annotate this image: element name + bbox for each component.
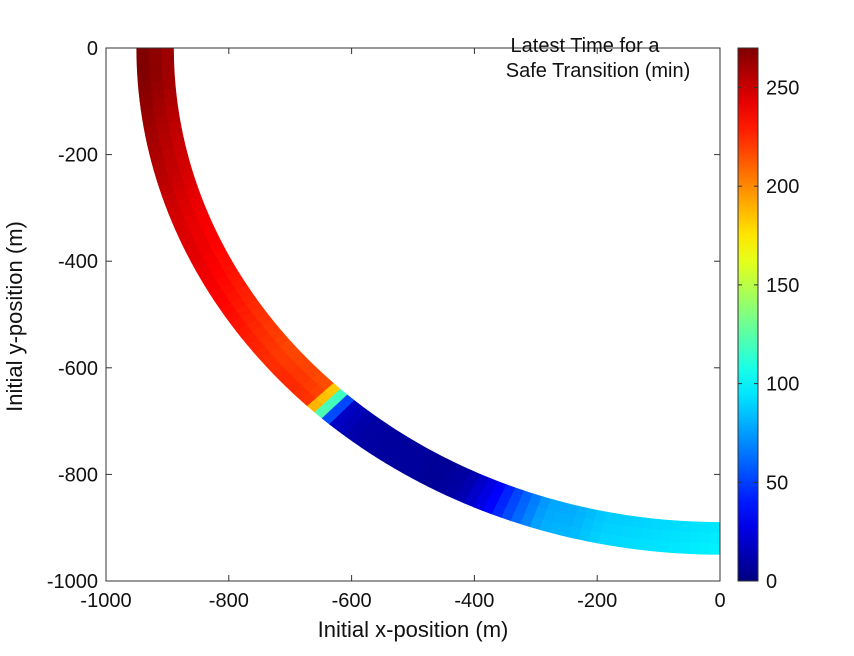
y-tick-label: 0 bbox=[87, 38, 98, 60]
y-ticks: 0 -200 -400 -600 -800 -1000 bbox=[47, 38, 720, 593]
band-cell bbox=[669, 530, 682, 543]
band-cell bbox=[709, 532, 721, 544]
band-cell bbox=[661, 519, 673, 532]
band-cell bbox=[148, 56, 162, 66]
colorbar-title-line1: Latest Time for a bbox=[511, 35, 661, 57]
band-cell bbox=[678, 542, 691, 554]
x-tick-label: -600 bbox=[332, 590, 372, 612]
colorbar-tick-label: 100 bbox=[766, 374, 799, 396]
band-cell bbox=[668, 541, 681, 554]
band-cell bbox=[659, 530, 672, 543]
x-tick-label: 0 bbox=[714, 590, 725, 612]
band-cell bbox=[137, 82, 152, 93]
band-cell bbox=[161, 64, 175, 74]
y-axis-label: Initial y-position (m) bbox=[2, 221, 27, 412]
colorbar-ticks: 0 50 100 150 200 250 bbox=[738, 77, 799, 593]
band-cell bbox=[161, 72, 176, 83]
band-cell bbox=[139, 99, 154, 111]
band-cell bbox=[163, 89, 177, 100]
y-tick-label: -200 bbox=[58, 145, 98, 167]
x-tick-label: -1000 bbox=[80, 590, 131, 612]
colorbar-tick-label: 0 bbox=[766, 571, 777, 593]
band-cell bbox=[161, 55, 175, 66]
band-cell bbox=[699, 543, 711, 555]
band-cell bbox=[699, 532, 711, 544]
band-layer bbox=[136, 47, 721, 555]
band-cell bbox=[151, 98, 166, 109]
band-cell bbox=[709, 543, 721, 555]
band-cell bbox=[651, 518, 664, 531]
band-cell bbox=[689, 532, 701, 544]
axes-box bbox=[105, 47, 721, 582]
band-cell bbox=[638, 538, 651, 551]
colorbar-title-line2: Safe Transition (min) bbox=[506, 60, 691, 82]
y-tick-label: -800 bbox=[58, 464, 98, 486]
colorbar-tick-label: 50 bbox=[766, 472, 788, 494]
band-cell bbox=[709, 521, 721, 534]
band-cell bbox=[670, 520, 683, 533]
x-tick-label: -400 bbox=[454, 590, 494, 612]
band-cell bbox=[150, 81, 164, 92]
band-cell bbox=[137, 73, 151, 84]
band-cell bbox=[136, 56, 150, 66]
band-cell bbox=[149, 73, 163, 83]
band-cell bbox=[149, 64, 163, 75]
y-tick-label: -400 bbox=[58, 251, 98, 273]
x-axis-label: Initial x-position (m) bbox=[318, 617, 509, 642]
band-cell bbox=[679, 531, 692, 544]
x-tick-label: -200 bbox=[577, 590, 617, 612]
band-cell bbox=[148, 47, 162, 57]
colorbar-tick-label: 250 bbox=[766, 77, 799, 99]
axes bbox=[105, 47, 721, 582]
band-cell bbox=[160, 47, 174, 57]
band-cell bbox=[641, 517, 654, 530]
band-cell bbox=[648, 539, 661, 552]
band-cell bbox=[700, 521, 711, 534]
band-cell bbox=[136, 64, 151, 75]
x-tick-label: -800 bbox=[209, 590, 249, 612]
band-cell bbox=[640, 527, 653, 541]
band-cell bbox=[680, 520, 692, 533]
band-cell bbox=[690, 521, 702, 534]
band-cell bbox=[162, 80, 176, 91]
band-cell bbox=[628, 537, 641, 550]
band-cell bbox=[650, 529, 662, 542]
band-cell bbox=[150, 89, 165, 101]
y-tick-label: -1000 bbox=[47, 571, 98, 593]
colorbar: 0 50 100 150 200 250 Latest Time for a Safe T… bbox=[506, 35, 800, 593]
band-cell bbox=[138, 90, 153, 102]
band-cell bbox=[689, 542, 701, 555]
band-cell bbox=[163, 97, 178, 108]
band-cell bbox=[630, 526, 643, 540]
colorbar-tick-label: 150 bbox=[766, 275, 799, 297]
colorbar-gradient bbox=[737, 47, 759, 582]
band-cell bbox=[136, 47, 150, 58]
colorbar-tick-label: 200 bbox=[766, 176, 799, 198]
x-ticks: -1000 -800 -600 -400 -200 0 bbox=[80, 48, 726, 612]
band-cell bbox=[658, 540, 671, 553]
y-tick-label: -600 bbox=[58, 358, 98, 380]
